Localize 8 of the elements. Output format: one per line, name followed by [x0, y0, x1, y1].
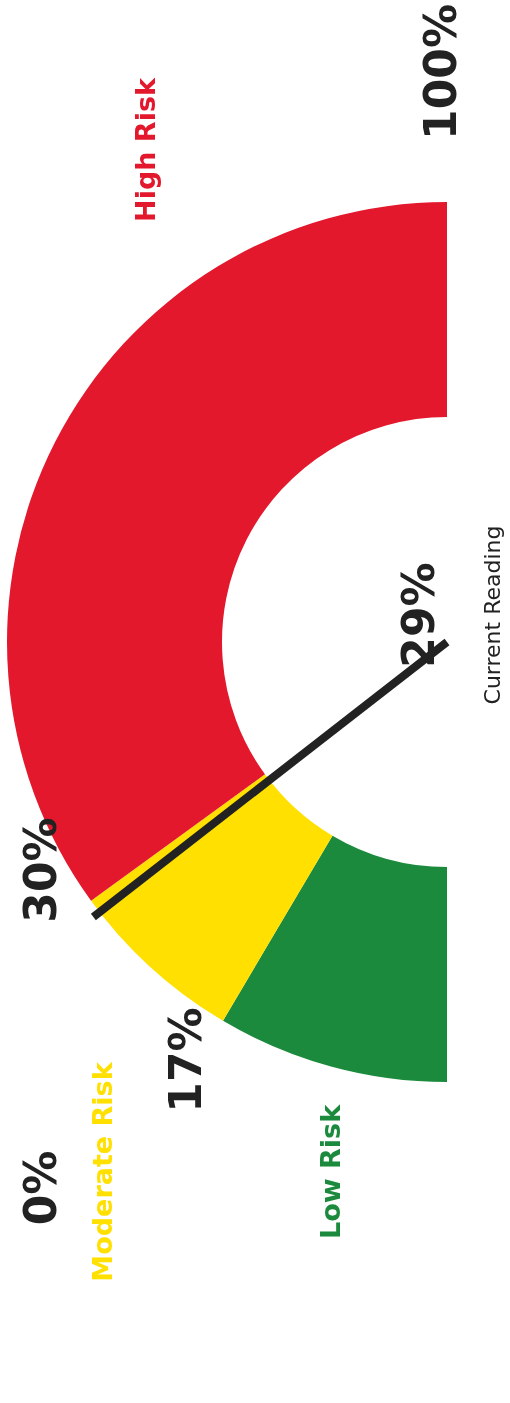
- text: Current Reading: [479, 525, 505, 705]
- slice-label: Moderate Risk: [86, 1061, 118, 1282]
- slice-label: High Risk: [129, 77, 161, 222]
- slice-label: Low Risk: [314, 1103, 346, 1240]
- text: 30%: [14, 817, 66, 923]
- text: 100%: [414, 4, 466, 140]
- text: 0%: [14, 1150, 66, 1226]
- text: 17%: [159, 1007, 211, 1113]
